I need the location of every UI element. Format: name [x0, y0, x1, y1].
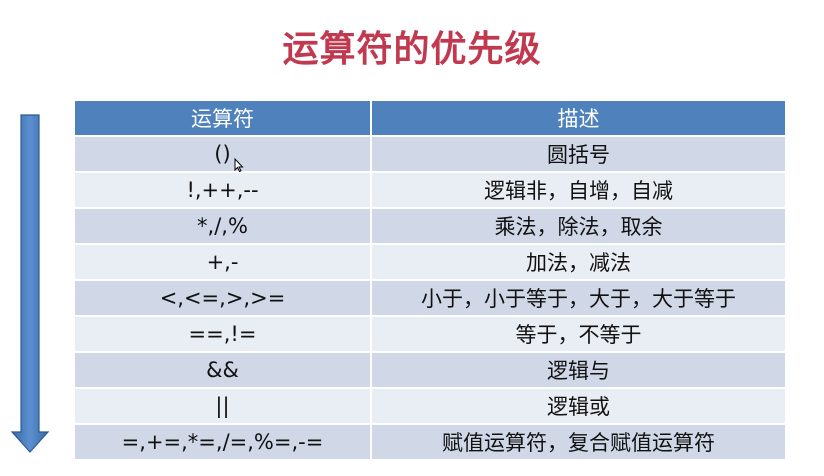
- description-cell: 等于，不等于: [371, 316, 785, 353]
- description-cell: 乘法，除法，取余: [371, 208, 785, 245]
- header-description: 描述: [371, 101, 785, 137]
- description-cell: 逻辑或: [371, 388, 785, 425]
- table-header-row: 运算符 描述: [75, 101, 785, 137]
- table-row: ==,!= 等于，不等于: [75, 316, 785, 353]
- description-cell: 赋值运算符，复合赋值运算符: [371, 424, 785, 461]
- slide-title: 运算符的优先级: [282, 29, 542, 70]
- table-row: () 圆括号: [75, 136, 785, 173]
- operator-cell: (): [75, 136, 372, 173]
- table-row: <,<=,>,>= 小于，小于等于，大于，大于等于: [75, 280, 785, 317]
- description-cell: 逻辑非，自增，自减: [371, 172, 785, 209]
- description-cell: 小于，小于等于，大于，大于等于: [371, 280, 785, 317]
- table-row: +,- 加法，减法: [75, 244, 785, 281]
- operator-cell: &&: [75, 352, 372, 389]
- description-cell: 加法，减法: [371, 244, 785, 281]
- header-operator: 运算符: [75, 101, 372, 137]
- table-row: *,/,% 乘法，除法，取余: [75, 208, 785, 245]
- description-cell: 逻辑与: [371, 352, 785, 389]
- operator-cell: *,/,%: [75, 208, 372, 245]
- down-arrow-icon: [10, 114, 50, 453]
- table-row: || 逻辑或: [75, 388, 785, 425]
- operator-cell: +,-: [75, 244, 372, 281]
- operator-cell: ==,!=: [75, 316, 372, 353]
- operator-cell: =,+=,*=,/=,%=,-=: [75, 424, 372, 461]
- description-cell: 圆括号: [371, 136, 785, 173]
- operator-cell: <,<=,>,>=: [75, 280, 372, 317]
- table-row: =,+=,*=,/=,%=,-= 赋值运算符，复合赋值运算符: [75, 424, 785, 461]
- operator-cell: ||: [75, 388, 372, 425]
- operator-precedence-table: 运算符 描述 () 圆括号 !,++,-- 逻辑非，自增，自减 *,/,% 乘法…: [75, 101, 785, 461]
- operator-cell: !,++,--: [75, 172, 372, 209]
- table-row: !,++,-- 逻辑非，自增，自减: [75, 172, 785, 209]
- table-row: && 逻辑与: [75, 352, 785, 389]
- mouse-cursor-icon: [234, 158, 244, 172]
